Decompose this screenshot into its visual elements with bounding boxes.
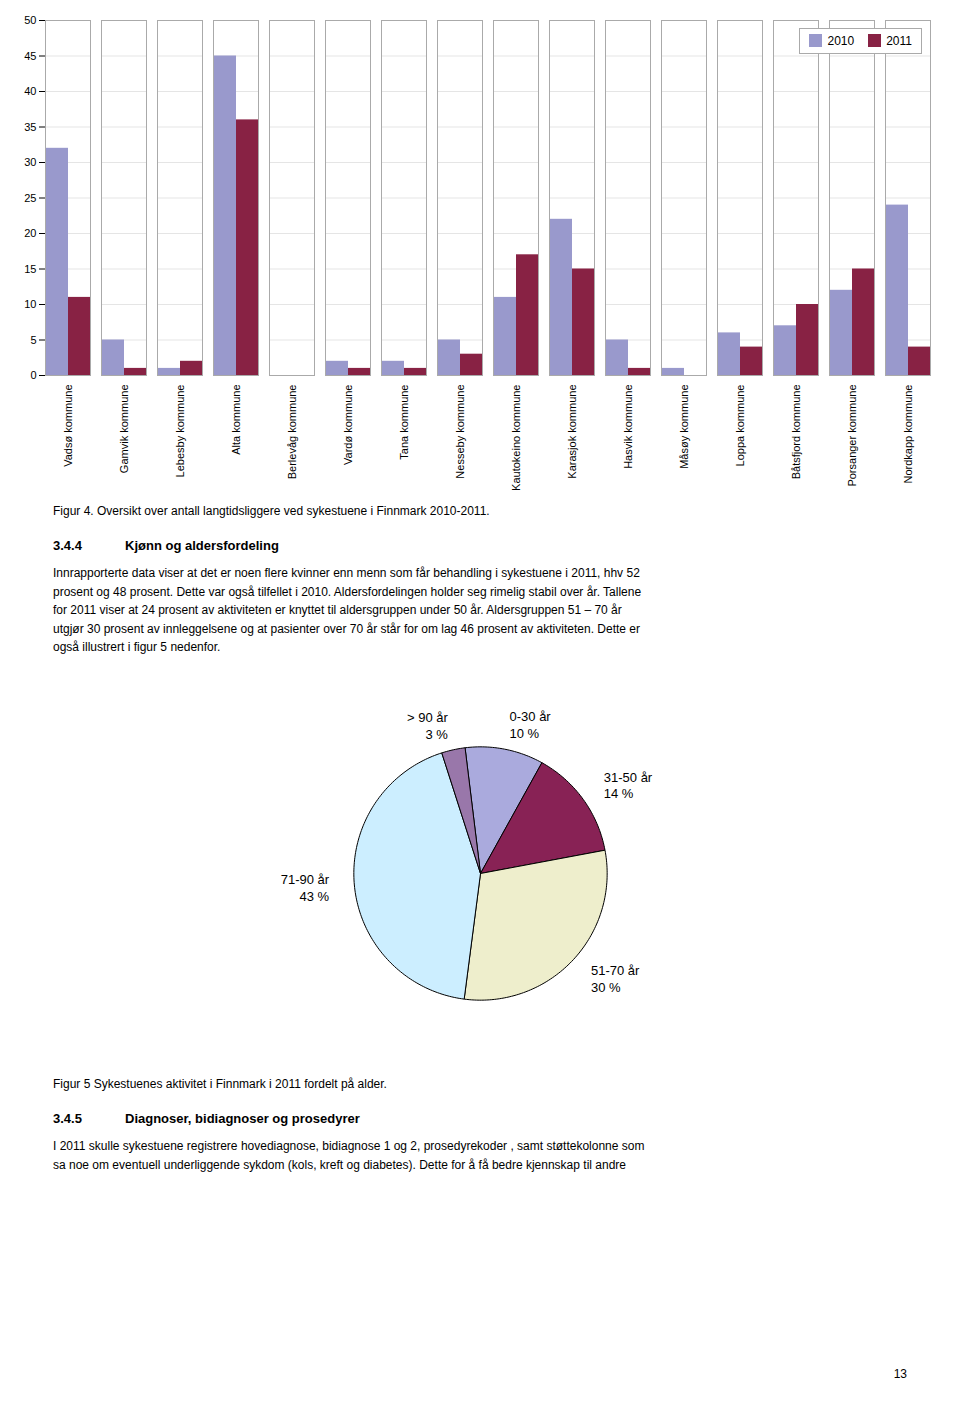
svg-text:31-50 år14 %: 31-50 år14 %: [604, 770, 653, 802]
svg-text:30: 30: [24, 156, 36, 168]
html-text:Figur 4. Oversikt over antall: Figur 4. Oversikt over antall langtidsli…: [53, 504, 490, 518]
svg-text:25: 25: [24, 192, 36, 204]
html-text:Diagnoser, bidiagnoser og pros: Diagnoser, bidiagnoser og prosedyrer: [125, 1111, 360, 1126]
html-text:Figur 5 Sykestuenes aktivitet: Figur 5 Sykestuenes aktivitet i Finnmark…: [53, 1077, 387, 1091]
svg-text:Måsøy kommune: Måsøy kommune: [678, 385, 690, 469]
svg-text:Berlevåg kommune: Berlevåg kommune: [286, 385, 298, 480]
svg-text:Nordkapp kommune: Nordkapp kommune: [902, 385, 914, 484]
svg-text:50: 50: [24, 14, 36, 26]
svg-text:Vardø kommune: Vardø kommune: [342, 385, 354, 466]
svg-text:10: 10: [24, 298, 36, 310]
svg-text:0-30 år10 %: 0-30 år10 %: [510, 709, 552, 741]
html-text:2011: 2011: [886, 34, 912, 48]
html-text:I 2011 skulle sykestuene regis: I 2011 skulle sykestuene registrere hove…: [53, 1139, 645, 1172]
svg-text:Kautokeino kommune: Kautokeino kommune: [510, 385, 522, 491]
html-text:Innrapporterte data viser at d: Innrapporterte data viser at det er noen…: [53, 566, 642, 655]
svg-text:51-70 år30 %: 51-70 år30 %: [591, 963, 640, 995]
html-text:13: 13: [893, 1367, 907, 1381]
svg-text:20: 20: [24, 227, 36, 239]
html-text:3.4.4: 3.4.4: [53, 538, 82, 553]
svg-text:Porsanger kommune: Porsanger kommune: [846, 385, 858, 487]
html-text:2010: 2010: [827, 34, 855, 48]
svg-text:0: 0: [30, 369, 36, 381]
svg-text:Tana kommune: Tana kommune: [398, 385, 410, 460]
svg-text:Lebesby kommune: Lebesby kommune: [174, 385, 186, 478]
html-text:Kjønn og aldersfordeling: Kjønn og aldersfordeling: [125, 538, 279, 553]
svg-text:45: 45: [24, 50, 36, 62]
svg-text:Hasvik kommune: Hasvik kommune: [622, 385, 634, 469]
svg-text:Nesseby kommune: Nesseby kommune: [454, 385, 466, 479]
svg-text:Vadsø kommune: Vadsø kommune: [62, 385, 74, 467]
svg-text:Gamvik kommune: Gamvik kommune: [118, 385, 130, 474]
svg-text:Båtsfjord kommune: Båtsfjord kommune: [790, 385, 802, 480]
html-text:3.4.5: 3.4.5: [53, 1111, 82, 1126]
svg-text:35: 35: [24, 121, 36, 133]
svg-text:15: 15: [24, 263, 36, 275]
svg-text:Alta kommune: Alta kommune: [230, 385, 242, 455]
svg-text:40: 40: [24, 85, 36, 97]
svg-text:5: 5: [30, 334, 36, 346]
svg-text:Loppa kommune: Loppa kommune: [734, 385, 746, 467]
svg-text:> 90 år3 %: > 90 år3 %: [407, 710, 449, 742]
svg-text:Karasjok kommune: Karasjok kommune: [566, 385, 578, 479]
svg-text:71-90 år43 %: 71-90 år43 %: [281, 872, 330, 904]
